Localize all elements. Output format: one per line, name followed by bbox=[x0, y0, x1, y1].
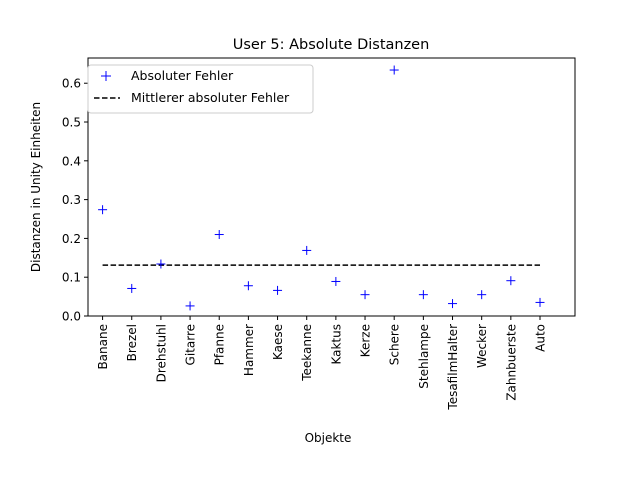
x-tick-label: Wecker bbox=[475, 324, 489, 368]
x-tick-label: Stehlampe bbox=[417, 324, 431, 389]
x-axis-label: Objekte bbox=[305, 431, 352, 445]
data-point bbox=[185, 301, 195, 311]
y-tick-label: 0.4 bbox=[62, 154, 81, 168]
y-tick-label: 0.2 bbox=[62, 232, 81, 246]
data-point bbox=[273, 285, 283, 295]
x-tick-label: Kaktus bbox=[329, 324, 343, 365]
x-tick-label: Teekanne bbox=[300, 324, 314, 382]
x-axis: Banane Brezel Drehstuhl Gitarre Pfanne Hammer… bbox=[96, 316, 548, 411]
legend-marker-plus bbox=[101, 71, 111, 81]
x-tick-label: Gitarre bbox=[184, 324, 198, 365]
y-tick-label: 0.0 bbox=[62, 310, 81, 324]
data-point bbox=[331, 276, 341, 286]
x-tick-label: Pfanne bbox=[213, 324, 227, 365]
x-tick-label: Kaese bbox=[271, 324, 285, 360]
y-tick-label: 0.3 bbox=[62, 193, 81, 207]
y-axis: 0.0 0.1 0.2 0.3 0.4 0.5 0.6 bbox=[62, 77, 88, 324]
points-layer bbox=[98, 65, 545, 311]
data-point bbox=[535, 297, 545, 307]
data-point bbox=[302, 245, 312, 255]
data-point bbox=[360, 290, 370, 300]
legend-label-absolute-error: Absoluter Fehler bbox=[131, 68, 234, 83]
data-point bbox=[418, 290, 428, 300]
x-tick-label: TesafilmHalter bbox=[446, 324, 460, 411]
x-tick-label: Hammer bbox=[242, 324, 256, 376]
x-tick-label: Brezel bbox=[125, 324, 139, 361]
data-point bbox=[506, 276, 516, 286]
x-tick-label: Zahnbuerste bbox=[504, 324, 518, 401]
x-tick-label: Auto bbox=[534, 324, 548, 352]
x-tick-label: Kerze bbox=[359, 324, 373, 357]
data-point bbox=[98, 205, 108, 215]
legend-box bbox=[87, 64, 314, 114]
data-point bbox=[477, 290, 487, 300]
y-axis-label: Distanzen in Unity Einheiten bbox=[29, 102, 43, 272]
x-tick-label: Schere bbox=[388, 324, 402, 365]
legend: Absoluter Fehler Mittlerer absoluter Feh… bbox=[87, 64, 314, 114]
data-point bbox=[448, 299, 458, 309]
y-tick-label: 0.5 bbox=[62, 116, 81, 130]
y-tick-label: 0.6 bbox=[62, 77, 81, 91]
data-point bbox=[156, 259, 166, 269]
data-point bbox=[214, 230, 224, 240]
legend-label-mean-error: Mittlerer absoluter Fehler bbox=[131, 90, 290, 105]
x-tick-label: Banane bbox=[96, 324, 110, 370]
x-tick-label: Drehstuhl bbox=[154, 324, 168, 382]
chart-title: User 5: Absolute Distanzen bbox=[233, 37, 430, 53]
data-point bbox=[389, 65, 399, 75]
data-point bbox=[127, 283, 137, 293]
data-point bbox=[243, 281, 253, 291]
y-tick-label: 0.1 bbox=[62, 271, 81, 285]
